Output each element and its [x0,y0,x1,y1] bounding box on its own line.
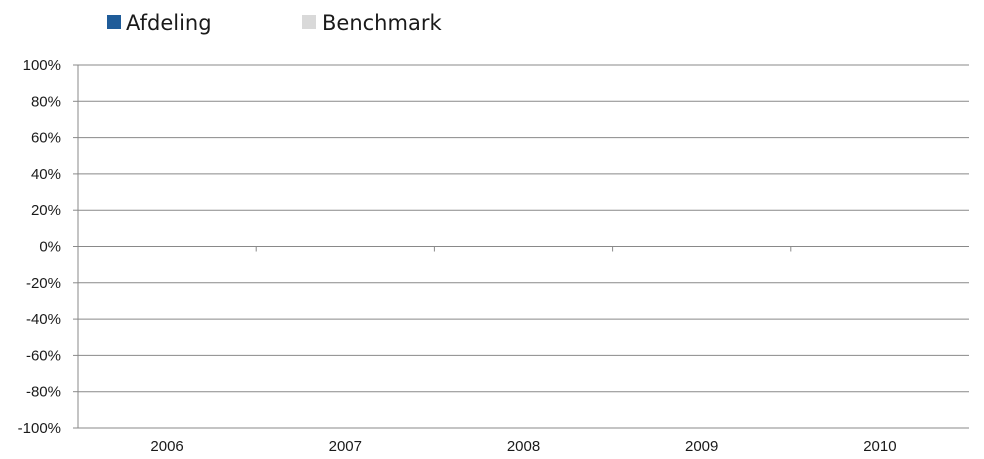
plot-area: 100% 80% 60% 40% 20% 0% -20% -40% -60% -80% -100% 2… [18,57,969,455]
y-tick-label: 60% [31,130,61,147]
y-tick-label: 40% [31,166,61,183]
legend-swatch-benchmark [302,15,316,29]
x-tick-label: 2008 [507,438,540,455]
y-tick-label: 0% [39,239,61,256]
y-tick-label: 100% [23,57,61,74]
y-tick-label: -40% [26,311,61,328]
y-tick-label: -100% [18,420,61,437]
x-tick-label: 2007 [329,438,362,455]
legend-swatch-afdeling [107,15,121,29]
x-tick-label: 2009 [685,438,718,455]
legend-item-benchmark[interactable]: Benchmark [302,11,442,35]
x-tick-label: 2010 [863,438,896,455]
y-tick-label: -20% [26,275,61,292]
legend-label-afdeling: Afdeling [126,11,212,35]
legend-label-benchmark: Benchmark [322,11,442,35]
y-tick-label: -80% [26,384,61,401]
y-tick-label: 80% [31,93,61,110]
x-tick-label: 2006 [150,438,183,455]
y-tick-label: 20% [31,202,61,219]
legend-item-afdeling[interactable]: Afdeling [107,11,212,35]
legend: Afdeling Benchmark [107,11,442,35]
y-tick-label: -60% [26,347,61,364]
